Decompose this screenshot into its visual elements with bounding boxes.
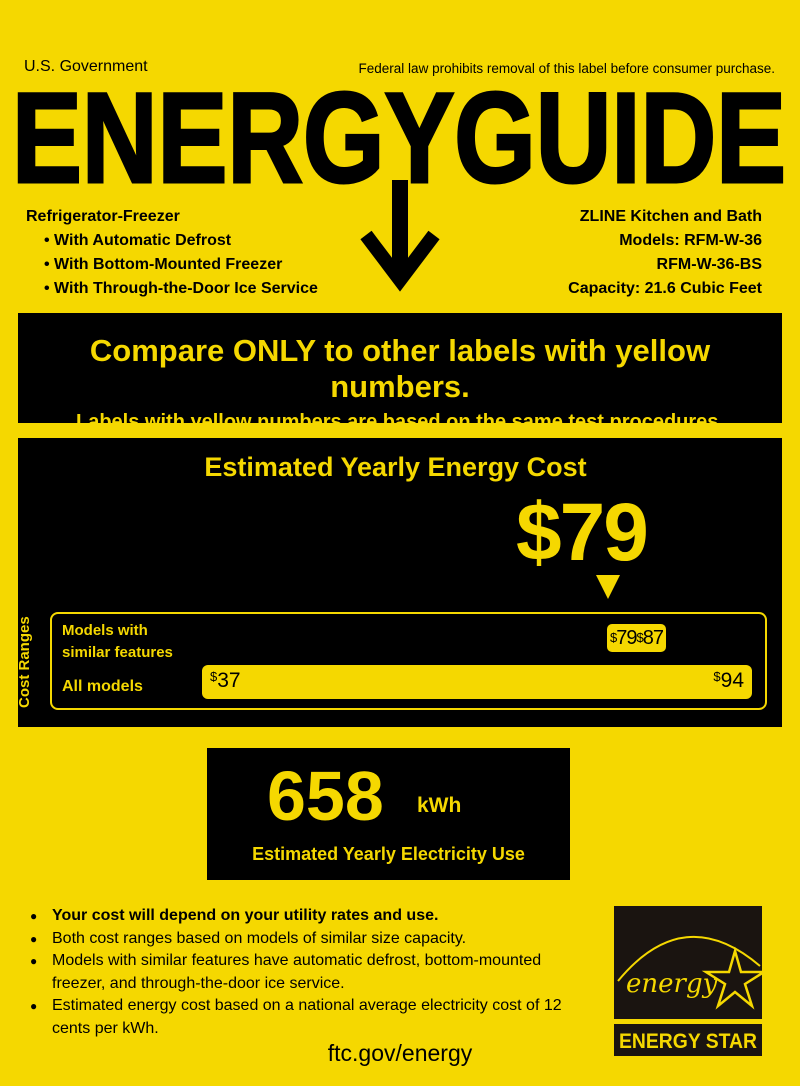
currency: $ bbox=[210, 669, 218, 684]
svg-text:ENERGYGUIDE: ENERGYGUIDE bbox=[12, 84, 786, 189]
compare-banner: Compare ONLY to other labels with yellow… bbox=[18, 313, 782, 433]
compare-line-1: Compare ONLY to other labels with yellow… bbox=[89, 333, 711, 404]
appliance-type: Refrigerator-Freezer bbox=[26, 208, 180, 225]
currency: $ bbox=[713, 669, 721, 684]
svg-text:energy: energy bbox=[626, 969, 718, 999]
feature-item: • With Automatic Defrost bbox=[44, 232, 232, 249]
product-info: ZLINE Kitchen and Bath Models: RFM-W-36 … bbox=[568, 205, 762, 301]
electricity-use-panel: 658 kWh Estimated Yearly Electricity Use bbox=[207, 748, 570, 880]
energyguide-title: ENERGYGUIDE bbox=[11, 84, 788, 189]
all-high: $94 bbox=[713, 669, 744, 693]
notes-list: Your cost will depend on your utility ra… bbox=[30, 905, 590, 1040]
compare-line-2: Labels with yellow numbers are based on … bbox=[76, 411, 724, 433]
all-models-label: All models bbox=[62, 678, 143, 695]
star-icon bbox=[701, 946, 764, 1010]
removal-notice: Federal law prohibits removal of this la… bbox=[358, 61, 775, 76]
product-type: Refrigerator-Freezer • With Automatic De… bbox=[26, 205, 318, 301]
all-low: $37 bbox=[210, 669, 241, 693]
ftc-link: ftc.gov/energy bbox=[327, 1040, 473, 1066]
similar-range: $79$87 bbox=[607, 624, 666, 652]
similar-high: 87 bbox=[642, 627, 664, 649]
all-models-range: $37 $94 bbox=[202, 665, 752, 699]
energy-cost-panel: Estimated Yearly Energy Cost $79 Cost Ra… bbox=[16, 438, 782, 727]
kwh-label: Estimated Yearly Electricity Use bbox=[252, 844, 525, 864]
similar-label: Models with similar features bbox=[62, 620, 173, 664]
cost-pointer-icon bbox=[596, 575, 620, 599]
similar-label-2: similar features bbox=[62, 644, 173, 661]
note-item: Your cost will depend on your utility ra… bbox=[30, 905, 590, 928]
kwh-unit: kWh bbox=[417, 794, 462, 817]
all-high-value: 94 bbox=[720, 669, 744, 692]
note-item: Both cost ranges based on models of simi… bbox=[30, 928, 590, 951]
capacity: Capacity: 21.6 Cubic Feet bbox=[568, 280, 762, 297]
models-2: RFM-W-36-BS bbox=[656, 256, 762, 273]
kwh-value: 658 bbox=[267, 757, 384, 835]
currency: $ bbox=[610, 630, 617, 645]
energy-star-logo: energy ENERGY STAR bbox=[614, 906, 764, 1056]
note-item: Models with similar features have automa… bbox=[30, 950, 590, 995]
cost-title: Estimated Yearly Energy Cost bbox=[204, 452, 587, 482]
currency: $ bbox=[636, 630, 643, 645]
cost-ranges-label: Cost Ranges bbox=[16, 616, 33, 708]
cost-value: $79 bbox=[516, 487, 649, 578]
note-item: Estimated energy cost based on a nationa… bbox=[30, 995, 590, 1040]
down-arrow-icon bbox=[360, 180, 440, 292]
models: Models: RFM-W-36 bbox=[619, 232, 762, 249]
similar-low: 79 bbox=[616, 627, 637, 649]
government-label: U.S. Government bbox=[24, 58, 148, 75]
manufacturer: ZLINE Kitchen and Bath bbox=[579, 208, 762, 225]
cost-ranges-box: Models with similar features $79$87 All … bbox=[50, 612, 767, 710]
feature-item: • With Through-the-Door Ice Service bbox=[44, 280, 318, 297]
svg-text:ENERGY STAR: ENERGY STAR bbox=[619, 1030, 757, 1053]
feature-item: • With Bottom-Mounted Freezer bbox=[44, 256, 283, 273]
similar-label-1: Models with bbox=[62, 622, 148, 639]
all-low-value: 37 bbox=[217, 669, 241, 692]
